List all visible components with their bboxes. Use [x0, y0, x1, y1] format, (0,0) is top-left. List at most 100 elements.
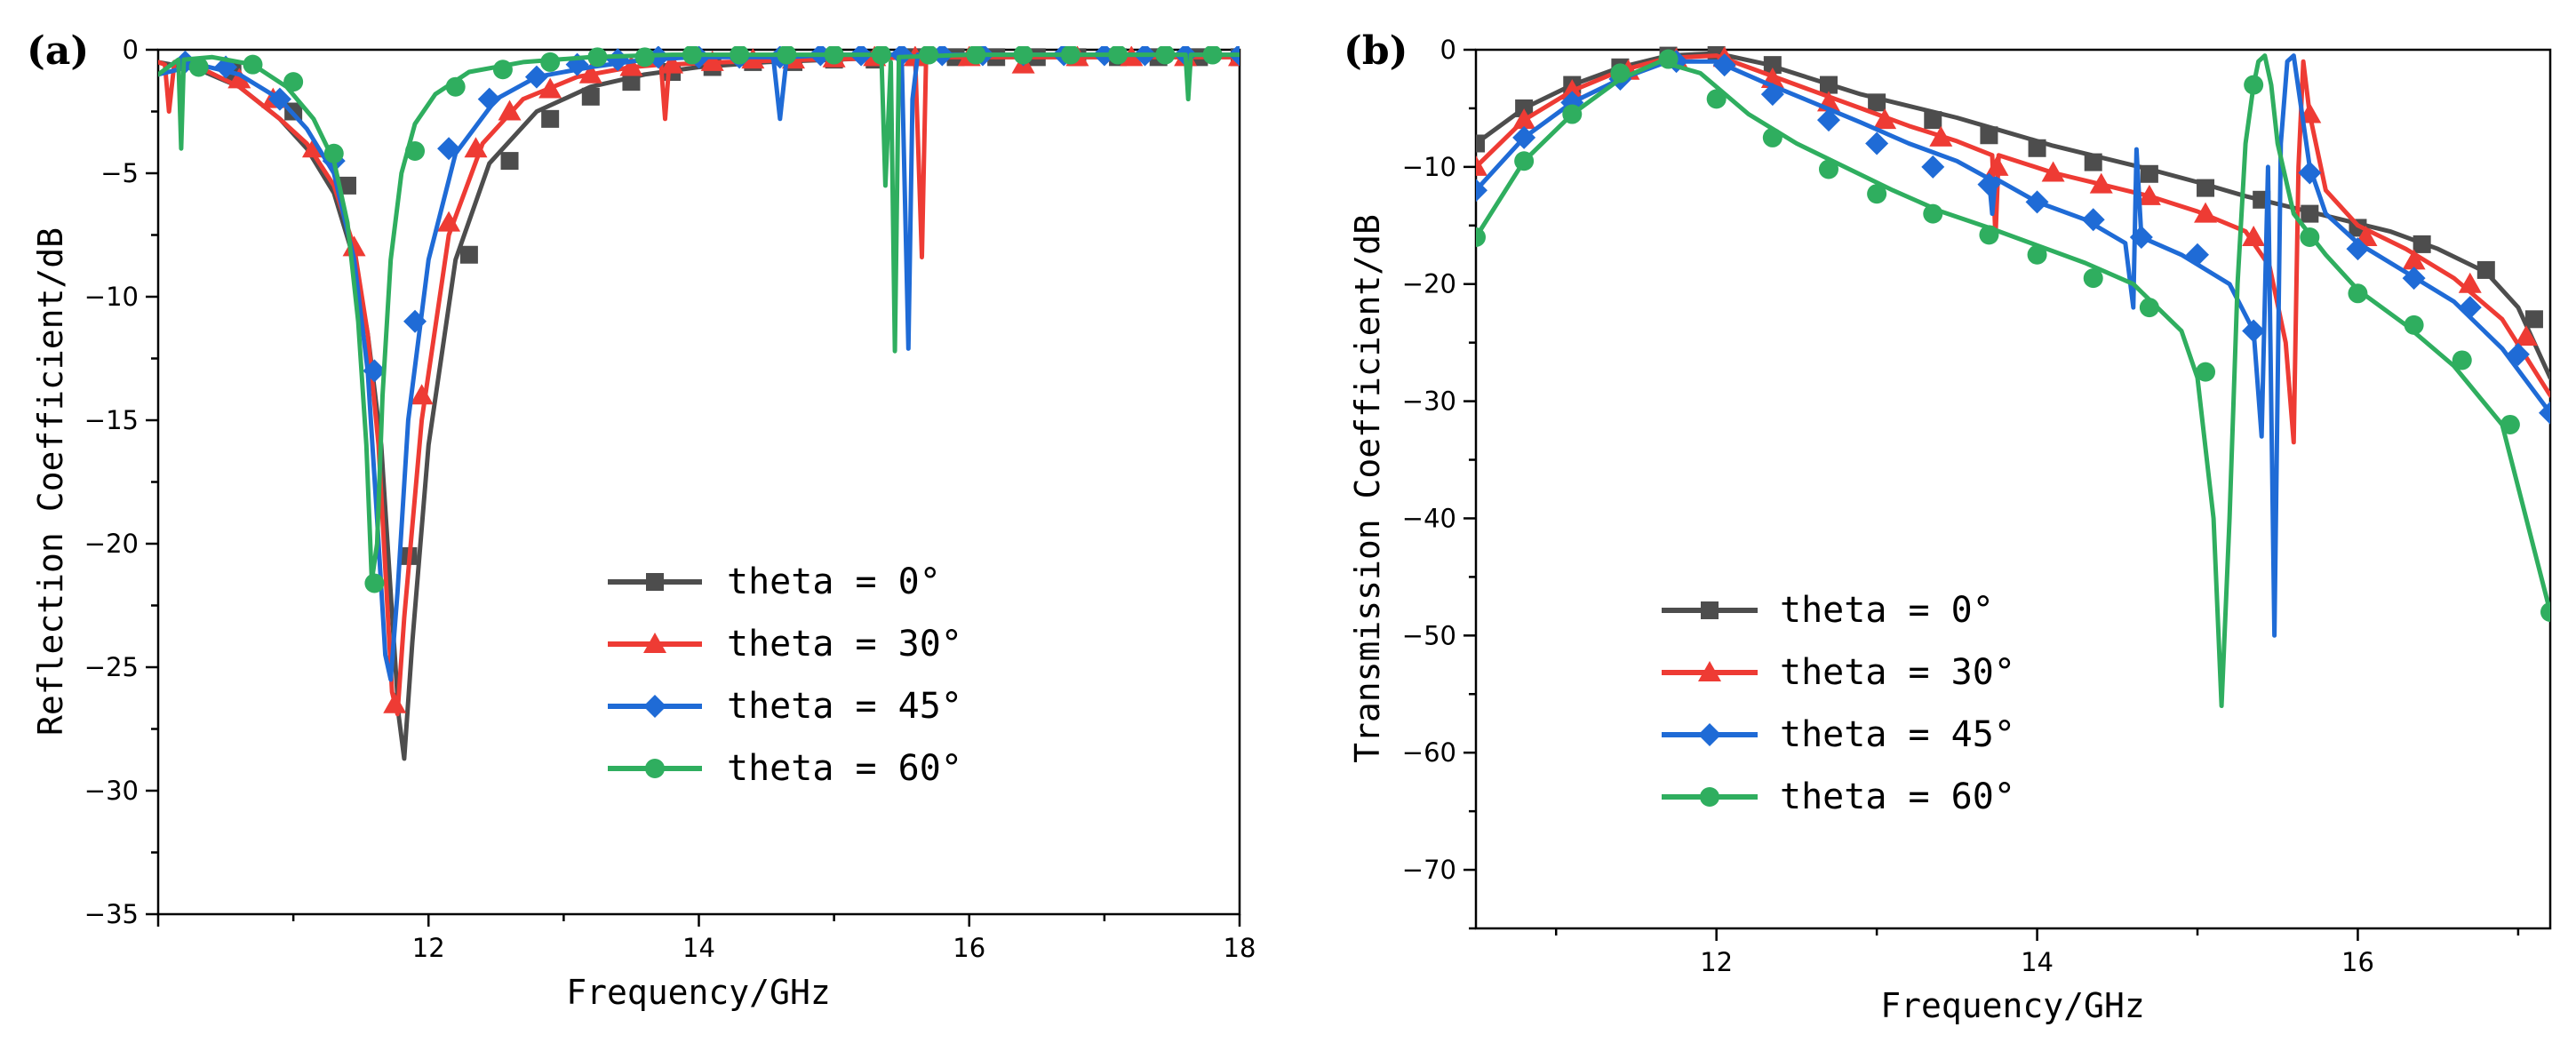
- panel-a-series-2-marker: [437, 137, 461, 161]
- panel-a-series-1-marker: [700, 50, 724, 71]
- panel-b-series-3-marker: [1706, 89, 1727, 109]
- panel-a-legend-label-1: theta = 30°: [727, 624, 962, 665]
- panel-a-series-3-marker: [405, 140, 426, 161]
- panel-b-series-2-marker: [1476, 179, 1487, 203]
- panel-b-series-3-line: [1476, 53, 2550, 708]
- panel-a-legend-marker-0: [646, 573, 664, 591]
- panel-b-series-2-line: [1476, 53, 2550, 638]
- panel-a-series-0-marker: [338, 176, 356, 195]
- panel-b-series-0-marker: [1476, 134, 1485, 153]
- panel-b-series-0-marker: [2084, 153, 2102, 171]
- panel-a-series-3-marker: [1108, 46, 1128, 65]
- panel-a-series-0-marker: [581, 87, 600, 106]
- panel-b-series-2-marker: [2025, 190, 2049, 214]
- panel-b-legend-marker-3: [1700, 787, 1719, 807]
- panel-b-plot-frame: [1474, 48, 2552, 930]
- panel-a-x-axis-title: Frequency/GHz: [566, 973, 830, 1012]
- panel-a-series-3-marker: [634, 47, 655, 68]
- panel-a-series-1-marker: [619, 55, 643, 76]
- panel-b-series-3-marker: [1979, 225, 1999, 245]
- panel-b-series-0-marker: [1924, 111, 1942, 130]
- panel-a-series-3-marker: [364, 573, 385, 593]
- panel-a-series-1-marker: [538, 77, 562, 99]
- panel-b-series-1-marker: [2242, 225, 2266, 246]
- panel-a-x-tick-label: 16: [953, 933, 985, 963]
- panel-a-series-0-marker: [541, 109, 560, 128]
- panel-b-series-2-marker: [2458, 296, 2482, 320]
- panel-b-series-0-marker: [1868, 93, 1886, 112]
- panel-b-series-2-marker: [2186, 243, 2210, 267]
- panel-b-y-tick-label: −60: [1402, 737, 1456, 768]
- panel-b-series-0-marker: [2140, 164, 2158, 183]
- panel-b-y-tick-label: −10: [1402, 152, 1456, 182]
- panel-b-series-3-marker: [1818, 159, 1838, 179]
- panel-b-series-3-marker: [2139, 298, 2159, 318]
- panel-b-series-3-marker: [1923, 203, 1943, 224]
- panel-b-y-axis-title: Transmission Coefficient/dB: [1348, 214, 1387, 763]
- panel-a-y-tick-label: −20: [84, 529, 139, 559]
- panel-a-y-tick-label: −25: [84, 652, 139, 682]
- panel-a-series-3-marker: [1060, 46, 1081, 65]
- panel-b-series-2-marker: [1921, 155, 1945, 179]
- panel-a-series-1-marker: [410, 384, 434, 405]
- panel-b-ticks: 12 14 16 0 −10 −20 −30 −40 −50 −60 −70: [1402, 35, 2520, 977]
- panel-b-legend-marker-0: [1701, 601, 1719, 619]
- panel-b-legend: theta = 0° theta = 30° theta = 45° theta = …: [1662, 590, 2015, 817]
- panel-a-series-2-marker: [606, 48, 630, 72]
- panel-a-legend-entry-1: theta = 30°: [608, 624, 962, 665]
- panel-b-series-1-marker: [2089, 172, 2113, 194]
- panel-b-series-1-marker: [1476, 155, 1487, 176]
- panel-a-y-tick-label: 0: [123, 35, 139, 65]
- panel-a-curves: [158, 46, 1240, 761]
- panel-a-ticks: 12 14 16 18 0 −5 −10 −15 −20 −25 −30 −35: [84, 35, 1256, 963]
- panel-a-x-tick-label: 18: [1224, 933, 1256, 963]
- panel-a-series-2-marker: [524, 65, 548, 89]
- panel-b-curves: [1476, 46, 2550, 708]
- panel-a-y-tick-label: −35: [84, 899, 139, 929]
- panel-a-series-1-line: [158, 54, 1240, 717]
- panel-a-series-3-marker: [919, 46, 939, 65]
- panel-a-plot-frame: [156, 48, 1241, 916]
- panel-b-series-1-marker: [2041, 161, 2065, 182]
- panel-a-series-1-marker: [464, 137, 488, 158]
- panel-b-series-1-line: [1476, 53, 2550, 445]
- panel-b-series-3-marker: [1658, 49, 1679, 69]
- panel-b-series-2-marker: [1865, 131, 1889, 155]
- panel-a-legend-marker-3: [645, 759, 665, 778]
- panel-a-legend-entry-3: theta = 60°: [608, 748, 962, 789]
- panel-b-series-2: [1476, 50, 2550, 638]
- panel-a-series-3-marker: [730, 46, 750, 65]
- panel-b-series-1-marker: [2137, 184, 2161, 205]
- panel-b-y-tick-label: −30: [1402, 386, 1456, 417]
- panel-a-series-2-marker: [477, 87, 501, 111]
- panel-b-series-3-marker: [1514, 151, 1535, 171]
- panel-b-series-2-marker: [2506, 342, 2530, 366]
- panel-a-series-1-marker: [578, 62, 602, 84]
- panel-a-series-3-marker: [777, 46, 797, 65]
- panel-b-legend-entry-3: theta = 60°: [1662, 776, 2015, 817]
- panel-b-series-2-marker: [1712, 53, 1736, 77]
- panel-a-series-0-marker: [459, 245, 478, 264]
- panel-a-series-3-marker: [445, 76, 466, 97]
- panel-b-series-0-marker: [2413, 235, 2431, 253]
- panel-b-series-1-marker: [1929, 125, 1953, 147]
- panel-b-series-1-marker: [1985, 155, 2009, 176]
- panel-a-series-3-marker: [1013, 46, 1033, 65]
- panel-a-series-3-marker: [492, 60, 513, 80]
- panel-b-y-tick-label: −20: [1402, 269, 1456, 299]
- panel-a-series-2-marker: [403, 309, 427, 333]
- panel-b-y-tick-label: −50: [1402, 620, 1456, 650]
- panel-b-x-axis-title: Frequency/GHz: [1880, 986, 2144, 1025]
- panel-b-legend-marker-1: [1698, 661, 1721, 681]
- panel-b-x-tick-label: 16: [2341, 947, 2374, 977]
- panel-b-series-2-marker: [1512, 125, 1536, 149]
- panel-b-legend-entry-2: theta = 45°: [1662, 714, 2015, 755]
- panel-b-series-1-marker: [1560, 79, 1584, 100]
- panel-a-series-3-line: [158, 52, 1240, 584]
- panel-b-series-1-marker: [2194, 202, 2218, 223]
- panel-a-series-3-marker: [188, 57, 209, 77]
- panel-a-x-tick-label: 14: [682, 933, 715, 963]
- panel-a-y-tick-label: −10: [84, 282, 139, 312]
- panel-b-legend-entry-0: theta = 0°: [1662, 590, 1994, 631]
